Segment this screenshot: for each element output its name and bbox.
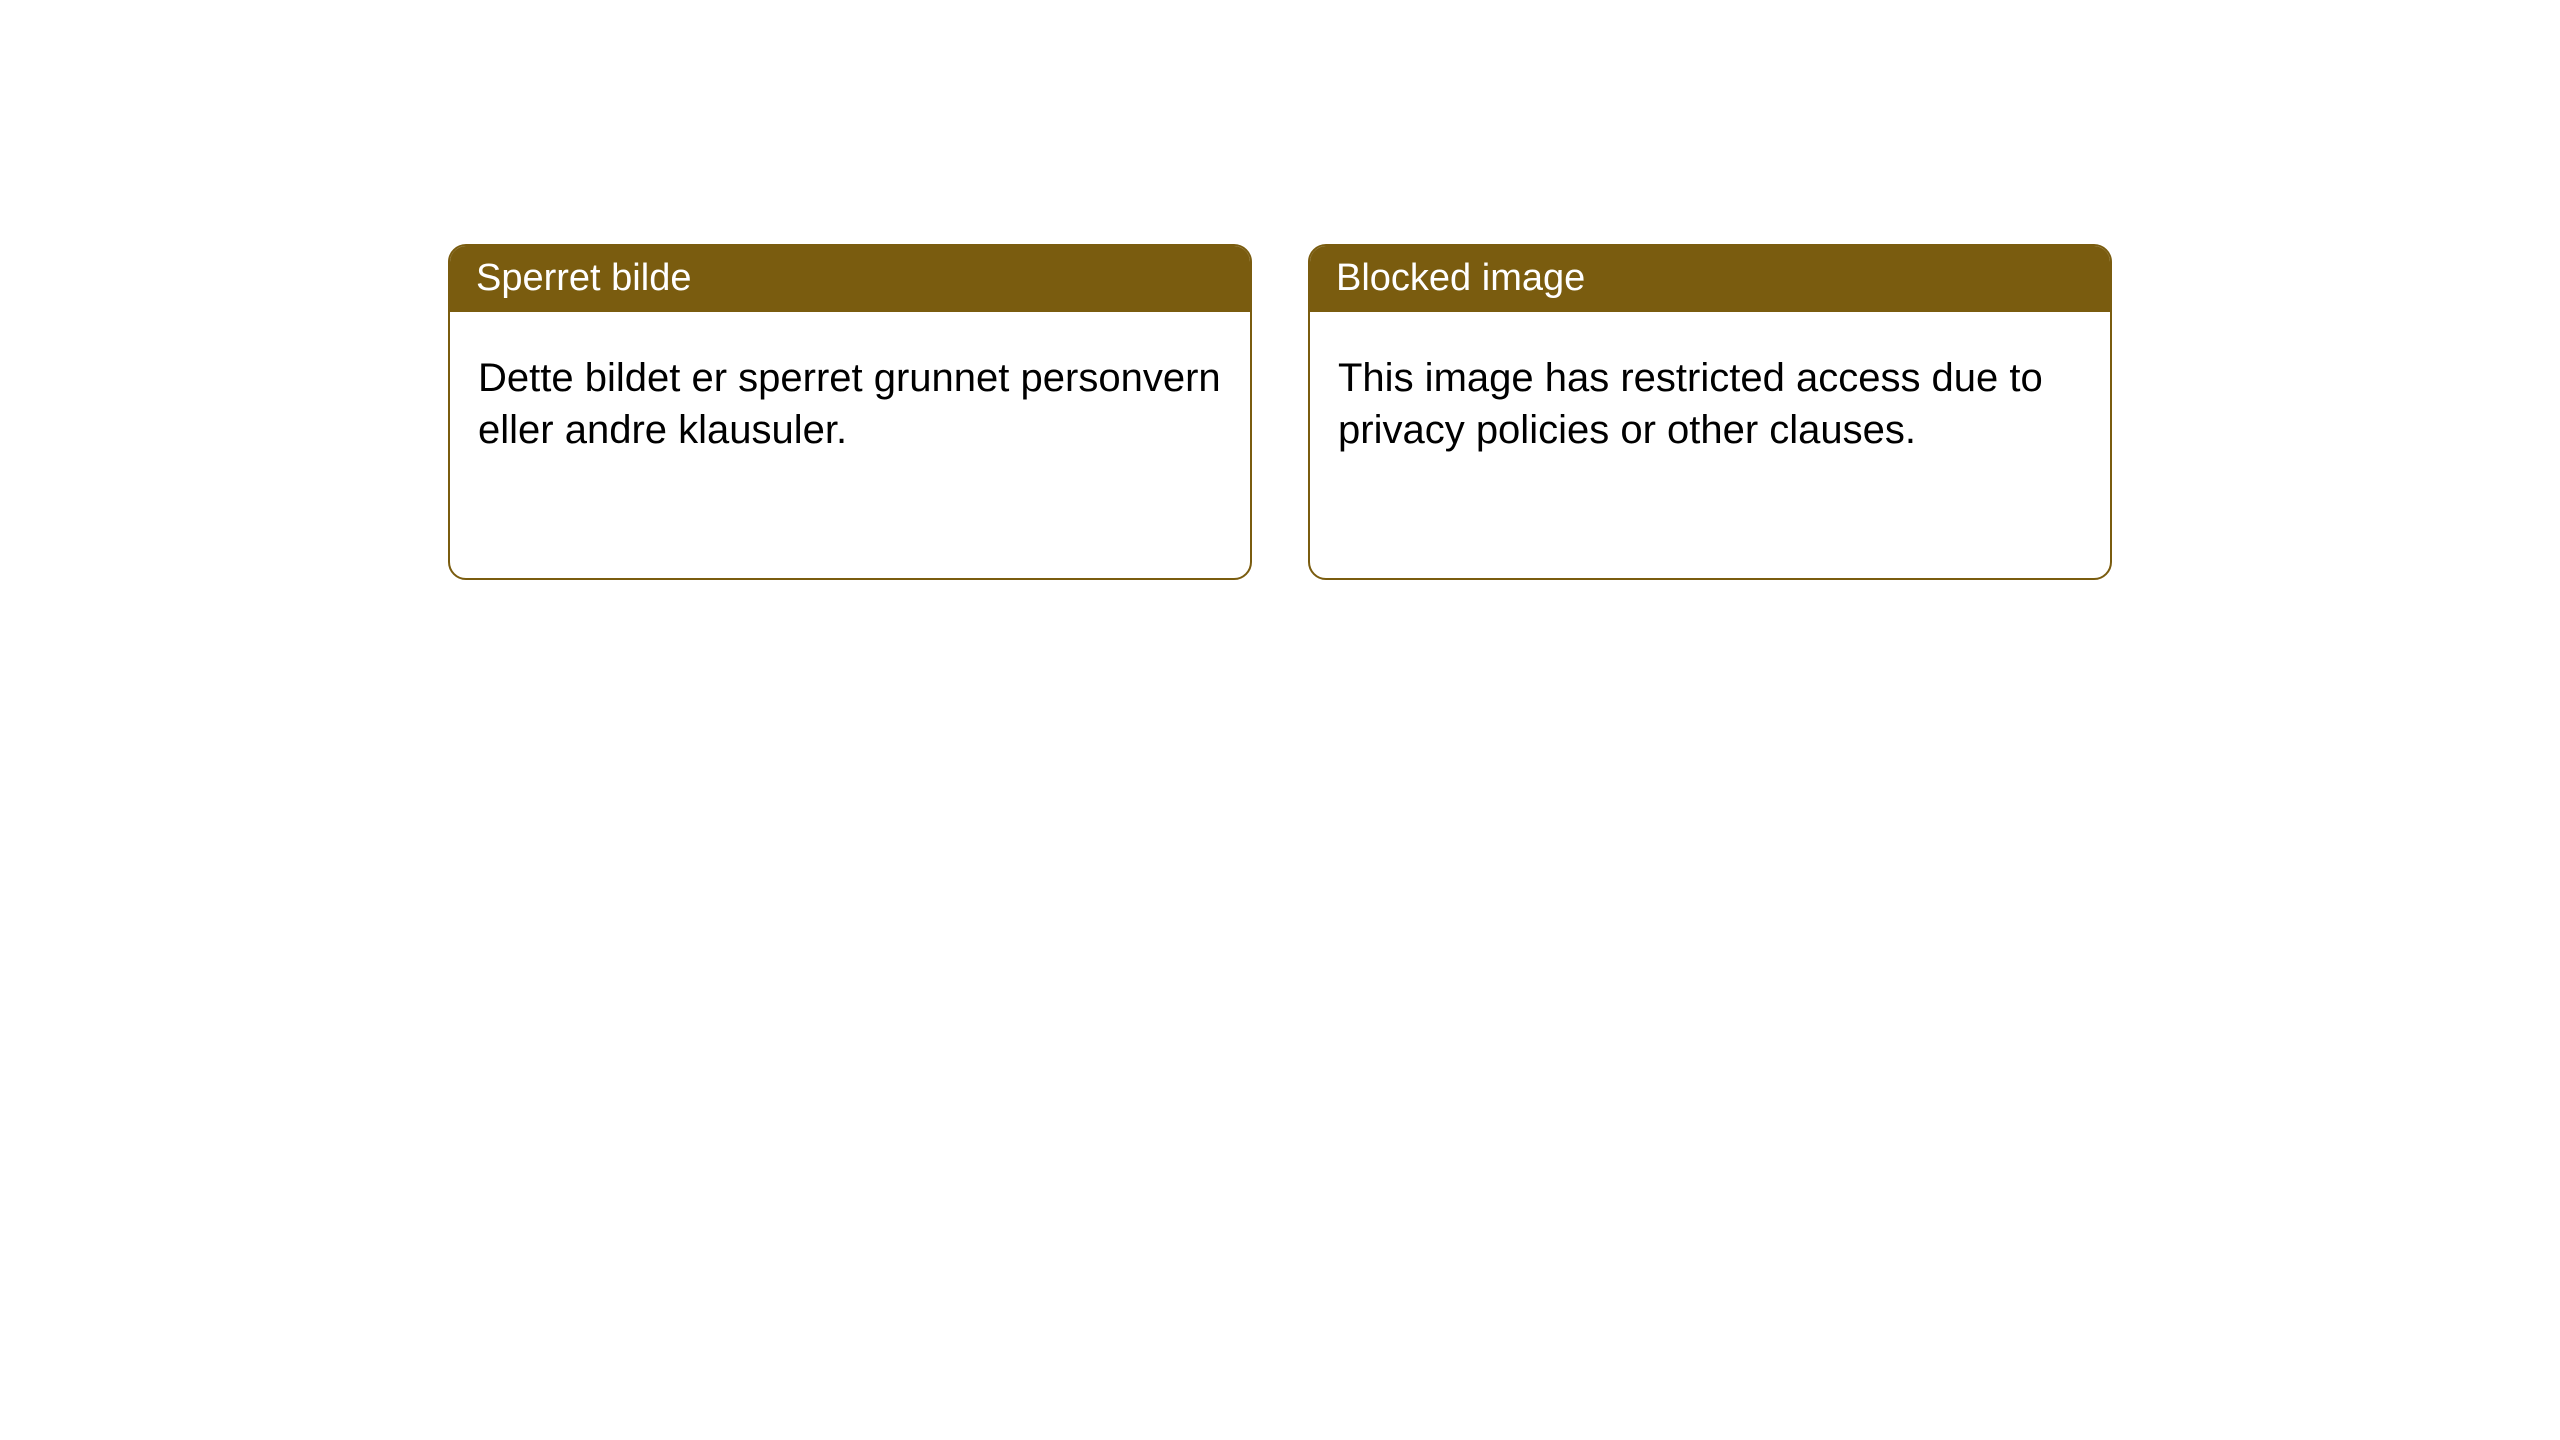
card-header: Blocked image <box>1310 246 2110 312</box>
card-body: Dette bildet er sperret grunnet personve… <box>450 312 1250 496</box>
card-body: This image has restricted access due to … <box>1310 312 2110 496</box>
notice-card-container: Sperret bilde Dette bildet er sperret gr… <box>448 244 2112 580</box>
card-header: Sperret bilde <box>450 246 1250 312</box>
card-body-text: This image has restricted access due to … <box>1338 356 2043 452</box>
notice-card-norwegian: Sperret bilde Dette bildet er sperret gr… <box>448 244 1252 580</box>
notice-card-english: Blocked image This image has restricted … <box>1308 244 2112 580</box>
card-body-text: Dette bildet er sperret grunnet personve… <box>478 356 1221 452</box>
card-header-text: Sperret bilde <box>476 257 691 299</box>
card-header-text: Blocked image <box>1336 257 1585 299</box>
